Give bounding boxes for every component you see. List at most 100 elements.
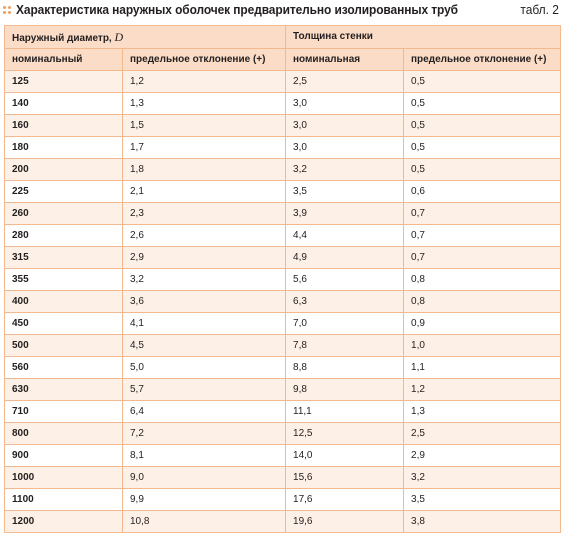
cell-thickness-deviation: 1,1: [403, 356, 562, 379]
cell-diameter-deviation: 2,6: [121, 224, 287, 247]
cell-diameter-deviation: 9,0: [121, 466, 287, 489]
table-row: 500 4,5 7,8 1,0: [4, 334, 562, 357]
cell-thickness-deviation: 1,2: [403, 378, 562, 401]
cell-thickness-deviation: 0,8: [403, 290, 562, 313]
cell-thickness-nominal: 3,0: [285, 136, 405, 159]
cell-diameter-deviation: 5,7: [121, 378, 287, 401]
cell-thickness-deviation: 3,2: [403, 466, 562, 489]
cell-diameter-nominal: 630: [4, 378, 123, 401]
cell-diameter-nominal: 140: [4, 92, 123, 115]
cell-thickness-nominal: 3,0: [285, 92, 405, 115]
cell-thickness-nominal: 3,5: [285, 180, 405, 203]
table-row: 800 7,2 12,5 2,5: [4, 422, 562, 445]
cell-diameter-nominal: 355: [4, 268, 123, 291]
table-row: 260 2,3 3,9 0,7: [4, 202, 562, 225]
header-group-row: Наружный диаметр, D Толщина стенки: [3, 25, 562, 49]
cell-diameter-deviation: 6,4: [121, 400, 287, 423]
header-diameter-deviation: предельное отклонение (+): [121, 48, 287, 71]
cell-thickness-nominal: 5,6: [285, 268, 405, 291]
cell-diameter-deviation: 1,5: [121, 114, 287, 137]
cell-thickness-nominal: 17,6: [285, 488, 405, 511]
cell-diameter-nominal: 280: [4, 224, 123, 247]
table-row: 225 2,1 3,5 0,6: [4, 180, 562, 203]
cell-thickness-nominal: 14,0: [285, 444, 405, 467]
cell-thickness-nominal: 4,4: [285, 224, 405, 247]
cell-diameter-deviation: 8,1: [121, 444, 287, 467]
cell-thickness-nominal: 4,9: [285, 246, 405, 269]
cell-thickness-nominal: 7,0: [285, 312, 405, 335]
cell-diameter-deviation: 3,2: [121, 268, 287, 291]
bullet-dots-icon: [3, 6, 11, 16]
cell-diameter-nominal: 560: [4, 356, 123, 379]
cell-diameter-nominal: 1200: [4, 510, 123, 533]
cell-diameter-deviation: 1,8: [121, 158, 287, 181]
cell-diameter-nominal: 225: [4, 180, 123, 203]
cell-diameter-nominal: 500: [4, 334, 123, 357]
cell-thickness-deviation: 3,5: [403, 488, 562, 511]
cell-diameter-nominal: 400: [4, 290, 123, 313]
table-row: 1200 10,8 19,6 3,8: [4, 510, 562, 533]
cell-diameter-nominal: 160: [4, 114, 123, 137]
table-row: 315 2,9 4,9 0,7: [4, 246, 562, 269]
cell-thickness-nominal: 3,0: [285, 114, 405, 137]
table-number: табл. 2: [520, 2, 559, 17]
table-row: 125 1,2 2,5 0,5: [4, 70, 562, 93]
cell-thickness-nominal: 3,9: [285, 202, 405, 225]
cell-thickness-deviation: 3,8: [403, 510, 562, 533]
cell-diameter-deviation: 2,1: [121, 180, 287, 203]
cell-thickness-deviation: 0,6: [403, 180, 562, 203]
header-wall-thickness: Толщина стенки: [285, 25, 562, 49]
cell-thickness-deviation: 0,7: [403, 202, 562, 225]
header-outer-diameter: Наружный диаметр, D: [3, 25, 287, 49]
pipe-shell-table: Наружный диаметр, D Толщина стенки номин…: [3, 25, 562, 533]
title-row: Характеристика наружных оболочек предвар…: [0, 0, 564, 25]
cell-diameter-deviation: 3,6: [121, 290, 287, 313]
table-body: 125 1,2 2,5 0,5 140 1,3 3,0 0,5 160 1,5 3,0 0,5 180 1…: [4, 70, 562, 533]
cell-diameter-nominal: 315: [4, 246, 123, 269]
cell-diameter-deviation: 5,0: [121, 356, 287, 379]
cell-thickness-deviation: 0,7: [403, 246, 562, 269]
table-row: 710 6,4 11,1 1,3: [4, 400, 562, 423]
cell-diameter-deviation: 2,3: [121, 202, 287, 225]
cell-diameter-deviation: 7,2: [121, 422, 287, 445]
table-row: 450 4,1 7,0 0,9: [4, 312, 562, 335]
table-row: 180 1,7 3,0 0,5: [4, 136, 562, 159]
cell-thickness-deviation: 2,9: [403, 444, 562, 467]
cell-thickness-nominal: 19,6: [285, 510, 405, 533]
cell-thickness-nominal: 6,3: [285, 290, 405, 313]
cell-thickness-nominal: 8,8: [285, 356, 405, 379]
table-row: 280 2,6 4,4 0,7: [4, 224, 562, 247]
table-row: 630 5,7 9,8 1,2: [4, 378, 562, 401]
cell-thickness-deviation: 0,5: [403, 114, 562, 137]
cell-diameter-nominal: 450: [4, 312, 123, 335]
cell-diameter-nominal: 180: [4, 136, 123, 159]
cell-thickness-nominal: 3,2: [285, 158, 405, 181]
cell-diameter-nominal: 1100: [4, 488, 123, 511]
cell-thickness-deviation: 0,5: [403, 70, 562, 93]
cell-diameter-deviation: 1,3: [121, 92, 287, 115]
cell-diameter-nominal: 260: [4, 202, 123, 225]
cell-thickness-deviation: 0,5: [403, 158, 562, 181]
cell-diameter-nominal: 200: [4, 158, 123, 181]
table-row: 1100 9,9 17,6 3,5: [4, 488, 562, 511]
table-row: 140 1,3 3,0 0,5: [4, 92, 562, 115]
cell-thickness-deviation: 0,8: [403, 268, 562, 291]
table-row: 400 3,6 6,3 0,8: [4, 290, 562, 313]
cell-thickness-nominal: 9,8: [285, 378, 405, 401]
cell-thickness-deviation: 0,7: [403, 224, 562, 247]
cell-thickness-nominal: 7,8: [285, 334, 405, 357]
cell-diameter-nominal: 900: [4, 444, 123, 467]
table-row: 900 8,1 14,0 2,9: [4, 444, 562, 467]
table-row: 560 5,0 8,8 1,1: [4, 356, 562, 379]
table-row: 355 3,2 5,6 0,8: [4, 268, 562, 291]
cell-diameter-nominal: 1000: [4, 466, 123, 489]
table-title: Характеристика наружных оболочек предвар…: [16, 2, 458, 17]
cell-diameter-deviation: 10,8: [121, 510, 287, 533]
header-diameter-nominal: номинальный: [4, 48, 123, 71]
table-row: 1000 9,0 15,6 3,2: [4, 466, 562, 489]
table-row: 160 1,5 3,0 0,5: [4, 114, 562, 137]
cell-thickness-deviation: 1,0: [403, 334, 562, 357]
header-thickness-nominal: номинальная: [285, 48, 405, 71]
cell-diameter-deviation: 1,7: [121, 136, 287, 159]
cell-thickness-deviation: 2,5: [403, 422, 562, 445]
